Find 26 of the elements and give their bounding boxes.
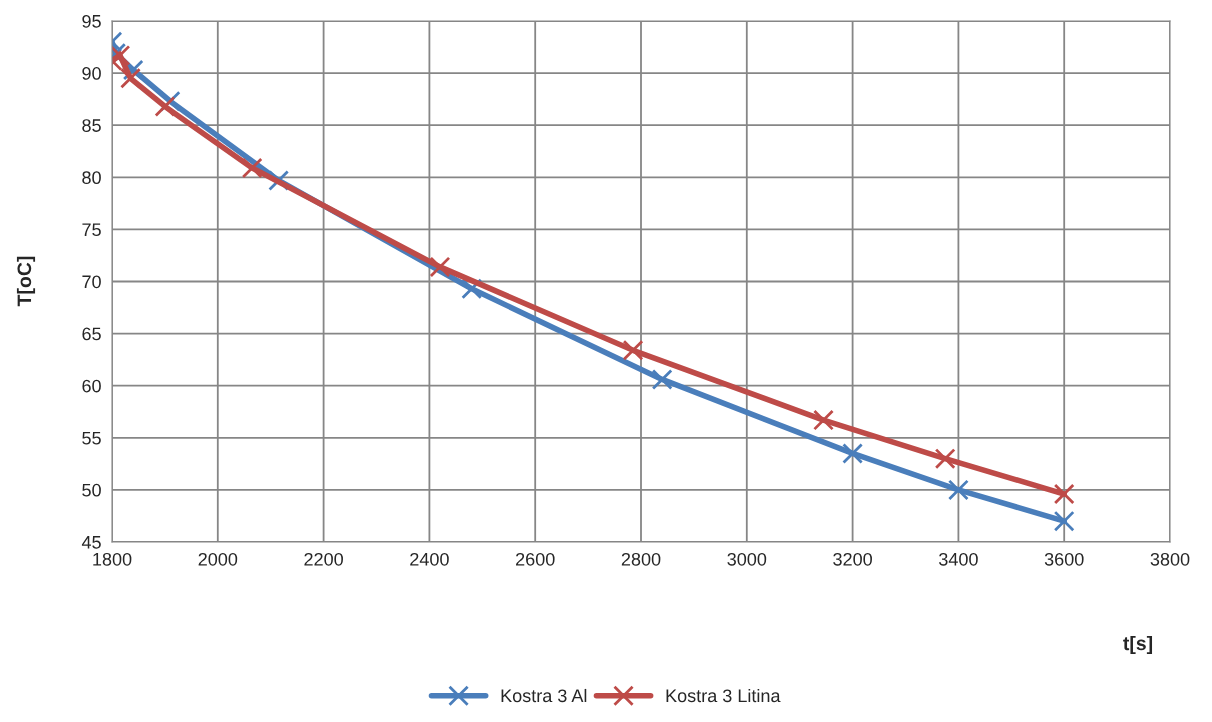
x-tick-label: 3400 [939, 552, 978, 566]
x-tick-label: 1800 [93, 552, 132, 566]
x-tick-label: 3000 [727, 552, 767, 566]
y-tick-label: 45 [81, 536, 101, 549]
x-tick-label: 3600 [1044, 552, 1084, 566]
y-tick-label: 75 [82, 223, 101, 237]
y-tick-label: 95 [82, 14, 101, 28]
y-tick-label: 90 [82, 67, 101, 80]
y-tick-label: 70 [82, 275, 101, 289]
x-tick-label: 3800 [1150, 552, 1190, 566]
y-tick-label: 80 [82, 171, 101, 185]
x-tick-label: 2000 [198, 552, 238, 566]
y-tick-label: 60 [82, 379, 101, 393]
x-tick-label: 2600 [516, 552, 555, 566]
y-tick-label: 85 [82, 119, 101, 132]
x-axis-title: t[s] [1123, 635, 1153, 655]
legend-label: Kostra 3 Litina [666, 688, 781, 703]
y-tick-label: 55 [82, 431, 101, 445]
legend-label: Kostra 3 Al [501, 688, 587, 703]
y-axis-title: T[oC] [16, 256, 36, 307]
y-tick-label: 65 [82, 327, 101, 341]
x-tick-label: 2800 [621, 552, 661, 566]
y-tick-label: 50 [82, 483, 101, 497]
x-tick-label: 3200 [833, 552, 872, 566]
x-tick-label: 2400 [410, 552, 449, 566]
x-tick-label: 2200 [304, 552, 343, 566]
